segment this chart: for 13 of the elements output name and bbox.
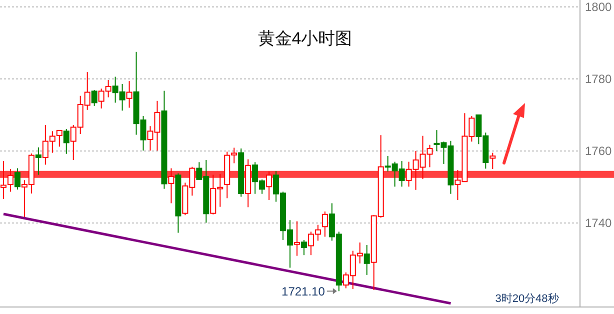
candlestick xyxy=(161,90,168,190)
text: 黄金4小时图 xyxy=(258,29,352,48)
candlestick xyxy=(168,168,174,204)
candlestick xyxy=(364,244,370,276)
candlestick xyxy=(126,80,132,108)
candlestick xyxy=(35,146,42,176)
y-tick-label: 1780 xyxy=(585,72,612,86)
y-tick-label: 1800 xyxy=(585,0,612,14)
y-tick-label: 1760 xyxy=(585,144,612,158)
annotation: 3时20分48秒 xyxy=(495,292,559,305)
y-tick-label: 1740 xyxy=(585,216,612,230)
candlestick xyxy=(294,220,300,256)
annotation: 1721.10 xyxy=(282,284,326,298)
